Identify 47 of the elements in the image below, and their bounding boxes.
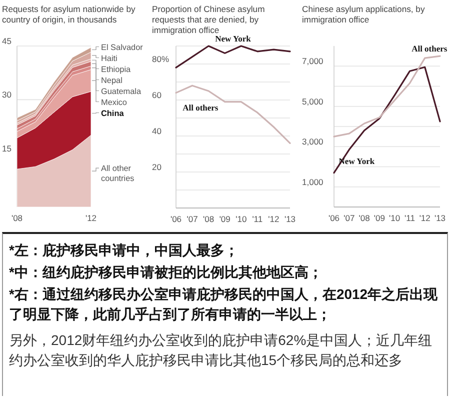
x-tick-label: '10: [236, 214, 247, 224]
x-tick-label: '13: [434, 213, 446, 223]
x-tick-label: '12: [419, 213, 431, 223]
x-tick-label: '07: [344, 213, 355, 223]
y-tick-label: 20: [152, 162, 162, 172]
x-tick-label: '09: [219, 214, 231, 224]
series-label: All others: [182, 102, 219, 112]
x-tick-label: '08: [358, 213, 370, 223]
x-tick-label: '11: [252, 214, 263, 224]
x-tick-label: '06: [170, 214, 182, 224]
x-tick-label: '10: [389, 213, 400, 223]
y-tick-label: 5,000: [302, 96, 324, 106]
y-tick-label: 7,000: [302, 56, 324, 66]
series-label: All other countries: [101, 164, 134, 184]
text: *中：纽约庇护移民申请被拒的比例比其他地区高；: [9, 263, 324, 282]
series-label: All others: [412, 43, 448, 54]
x-tick-label: '08: [203, 214, 214, 224]
x-tick-label: '06: [328, 213, 340, 223]
x-tick-label: '11: [404, 213, 416, 223]
series-label: Haiti: [101, 54, 118, 63]
chart-title: Requests for asylum nationwide by country of origin, in thousands: [2, 4, 136, 24]
series-label: Mexico: [101, 98, 128, 107]
text: *右：通过纽约移民办公室申请庇护移民的中国人，在2012年之后出现了明显下降，此前几乎占到了所有申请的一半以上；: [9, 285, 439, 324]
series-label: New York: [215, 34, 252, 44]
text: 另外，2012财年纽约办公室收到的庇护申请62%是中国人；近几年纽约办公室收到的华人庇护移民申请比其他15个移民局的总和还多: [9, 331, 434, 370]
series-label: Nepal: [101, 76, 123, 85]
x-tick-label: '12: [268, 214, 280, 224]
chart-title: Chinese asylum applications, by immigration office: [302, 4, 426, 24]
series-label: El Salvador: [101, 42, 144, 52]
y-tick-label: 45: [2, 36, 12, 46]
series-label: China: [101, 108, 124, 118]
y-tick-label: 30: [2, 90, 12, 100]
x-tick-label: '13: [284, 214, 296, 224]
x-tick-label: '08: [11, 213, 23, 223]
x-tick-label: '07: [186, 214, 198, 224]
series-label: Ethiopia: [101, 64, 132, 74]
y-tick-label: 15: [2, 143, 12, 154]
y-tick-label: 60: [152, 90, 162, 100]
x-tick-label: '09: [374, 213, 386, 223]
y-tick-label: 3,000: [302, 136, 324, 147]
y-tick-label: 1,000: [302, 176, 324, 187]
x-tick-label: '12: [85, 213, 97, 223]
chart-title: Proportion of Chinese asylum requests that are denied, by immigration office: [152, 4, 265, 35]
y-tick-label: 80%: [152, 54, 170, 64]
text: *左：庇护移民申请中，中国人最多；: [9, 241, 240, 260]
text: Guatemala: [101, 86, 142, 96]
y-tick-label: 40: [152, 126, 162, 136]
